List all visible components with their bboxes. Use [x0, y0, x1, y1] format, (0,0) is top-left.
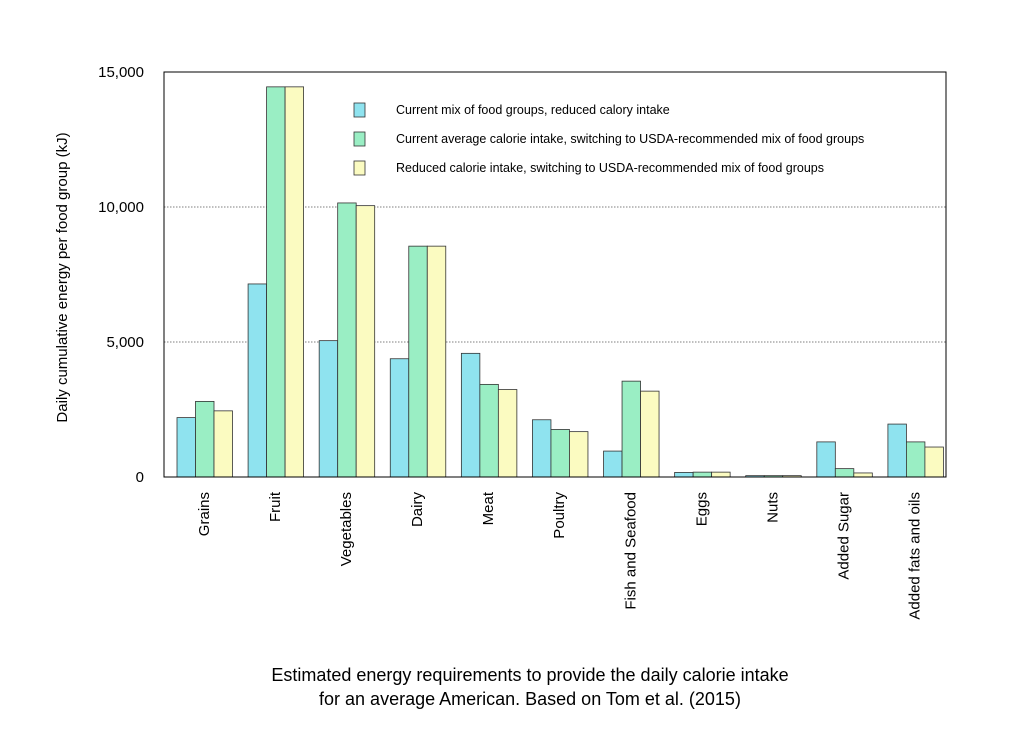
bar [674, 472, 694, 478]
x-category-label: Eggs [693, 492, 710, 526]
plot-frame [163, 71, 947, 478]
bar [195, 400, 215, 478]
y-tick-label: 10,000 [98, 199, 144, 216]
bar [408, 245, 428, 478]
x-category-label: Vegetables [338, 492, 355, 566]
bar [479, 383, 499, 478]
y-axis-title: Daily cumulative energy per food group (… [54, 132, 71, 422]
bar [640, 390, 660, 478]
caption-line-1: Estimated energy requirements to provide… [271, 665, 789, 685]
x-category-label: Added Sugar [836, 492, 853, 580]
bar [247, 283, 267, 478]
bar [532, 419, 552, 478]
bar [692, 471, 713, 478]
legend-swatch [353, 102, 366, 118]
legend-label: Reduced calorie intake, switching to USD… [396, 161, 824, 175]
y-tick-label: 15,000 [98, 64, 144, 81]
bar [460, 352, 481, 478]
legend: Current mix of food groups, reduced calo… [353, 102, 864, 176]
x-category-label: Dairy [409, 492, 426, 528]
bar [426, 245, 447, 478]
legend-swatch [353, 131, 366, 147]
legend-label: Current average calorie intake, switchin… [396, 132, 864, 146]
x-category-label: Fish and Seafood [622, 492, 639, 610]
x-category-label: Poultry [551, 492, 568, 539]
bar [337, 202, 357, 478]
bar [711, 471, 731, 478]
bar [550, 429, 570, 478]
x-axis: Grains Fruit Vegetables Dairy Meat Poultry Fis… [196, 491, 924, 619]
bar-chart: 0 5,000 10,000 15,000 Grains Fruit Vegetables… [54, 64, 947, 620]
x-category-label: Fruit [267, 491, 284, 522]
bar [569, 431, 589, 478]
x-category-label: Nuts [764, 492, 781, 523]
x-category-label: Grains [196, 492, 213, 536]
x-category-label: Added fats and oils [907, 492, 924, 620]
bar [853, 472, 873, 478]
bar [924, 446, 944, 478]
caption-line-2: for an average American. Based on Tom et… [319, 689, 741, 709]
bar [497, 389, 518, 478]
y-axis: 0 5,000 10,000 15,000 [98, 64, 144, 486]
y-tick-label: 0 [136, 469, 144, 486]
bar [621, 380, 641, 478]
legend-label: Current mix of food groups, reduced calo… [396, 103, 670, 117]
bar [906, 441, 926, 478]
bar [318, 340, 339, 478]
bar [389, 358, 410, 478]
bar [213, 410, 233, 478]
legend-swatch [353, 160, 366, 176]
bar [816, 441, 836, 478]
figure-caption: Estimated energy requirements to provide… [0, 663, 1024, 711]
bar [355, 205, 376, 478]
y-tick-label: 5,000 [106, 334, 144, 351]
x-category-label: Meat [480, 491, 497, 525]
bar [887, 423, 907, 478]
bar [266, 86, 286, 478]
bar [284, 86, 304, 478]
bar [603, 450, 623, 478]
bar [834, 468, 855, 478]
bar [176, 417, 196, 478]
